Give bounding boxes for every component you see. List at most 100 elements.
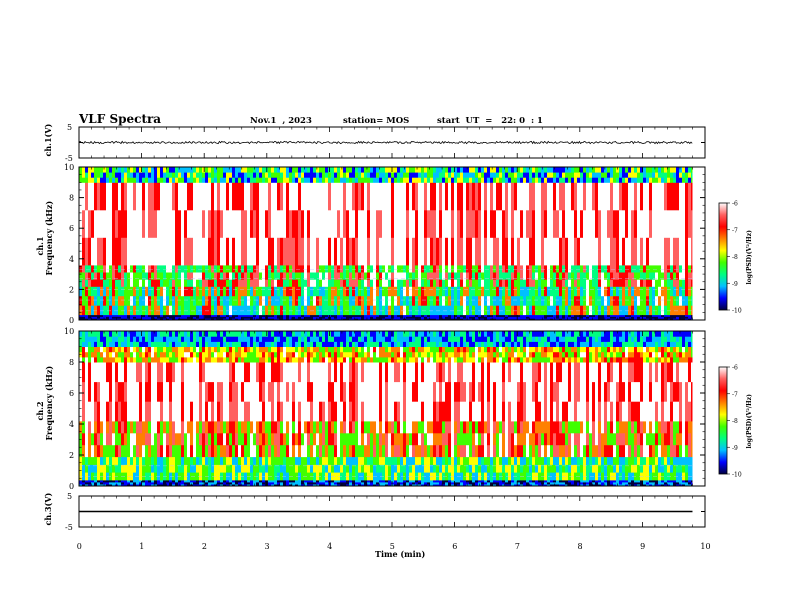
spectrogram-cell bbox=[658, 314, 661, 317]
spectrogram-cell bbox=[115, 444, 118, 458]
spectrogram-cell bbox=[277, 356, 280, 363]
spectrogram-cell bbox=[442, 279, 445, 287]
spectrogram-cell bbox=[115, 264, 118, 273]
spectrogram-cell bbox=[475, 305, 478, 316]
spectrogram-cell bbox=[409, 286, 412, 297]
spectrogram-cell bbox=[283, 346, 286, 353]
spectrogram-cell bbox=[565, 177, 568, 183]
spectrogram-cell bbox=[499, 295, 502, 306]
spectrogram-cell bbox=[172, 237, 175, 266]
spectrogram-cell bbox=[331, 237, 334, 266]
spectrogram-cell bbox=[334, 264, 337, 273]
spectrogram-cell bbox=[283, 182, 286, 211]
spectrogram-cell bbox=[289, 336, 292, 342]
spectrogram-cell bbox=[130, 316, 133, 319]
spectrogram-cell bbox=[301, 483, 304, 487]
spectrogram-cell bbox=[133, 264, 136, 273]
spectrogram-cell bbox=[184, 472, 187, 481]
spectrogram-cell bbox=[217, 483, 220, 487]
spectrogram-cell bbox=[163, 341, 166, 347]
spectrogram-cell bbox=[415, 286, 418, 297]
spectrogram-cell bbox=[82, 336, 85, 342]
spectrogram-cell bbox=[145, 456, 148, 465]
spectrogram-cell bbox=[274, 167, 277, 173]
spectrogram-cell bbox=[319, 167, 322, 173]
spectrogram-cell bbox=[604, 286, 607, 297]
spectrogram-cell bbox=[169, 264, 172, 273]
spectrogram-cell bbox=[343, 362, 346, 383]
spectrogram-cell bbox=[421, 172, 424, 178]
spectrogram-cell bbox=[580, 167, 583, 173]
spectrogram-cell bbox=[256, 483, 259, 487]
spectrogram-cell bbox=[337, 420, 340, 434]
spectrogram-cell bbox=[394, 279, 397, 287]
spectrogram-cell bbox=[94, 464, 97, 473]
spectrogram-cell bbox=[235, 172, 238, 178]
spectrogram-cell bbox=[328, 464, 331, 473]
spectrogram-cell bbox=[310, 264, 313, 273]
spectrogram-cell bbox=[187, 479, 190, 483]
spectrogram-cell bbox=[217, 237, 220, 266]
spectrogram-cell bbox=[436, 167, 439, 173]
spectrogram-cell bbox=[241, 381, 244, 402]
spectrogram-cell bbox=[565, 318, 568, 321]
spectrogram-cell bbox=[268, 264, 271, 273]
spectrogram-cell bbox=[166, 432, 169, 446]
spectrogram-cell bbox=[412, 167, 415, 173]
spectrogram-cell bbox=[187, 172, 190, 178]
spectrogram-cell bbox=[166, 305, 169, 316]
spectrogram-cell bbox=[559, 272, 562, 280]
spectrogram-cell bbox=[238, 483, 241, 487]
spectrogram-cell bbox=[199, 481, 202, 485]
spectrogram-cell bbox=[451, 272, 454, 280]
spectrogram-cell bbox=[448, 279, 451, 287]
spectrogram-cell bbox=[124, 316, 127, 319]
spectrogram-cell bbox=[517, 316, 520, 319]
spectrogram-cell bbox=[295, 331, 298, 337]
spectrogram-cell bbox=[88, 336, 91, 342]
spectrogram-cell bbox=[184, 209, 187, 238]
spectrogram-cell bbox=[109, 177, 112, 183]
spectrogram-cell bbox=[124, 314, 127, 317]
spectrogram-cell bbox=[424, 272, 427, 280]
spectrogram-cell bbox=[115, 295, 118, 306]
spectrogram-cell bbox=[346, 481, 349, 485]
spectrogram-cell bbox=[427, 177, 430, 183]
spectrogram-cell bbox=[106, 237, 109, 266]
spectrogram-cell bbox=[136, 351, 139, 358]
spectrogram-cell bbox=[325, 432, 328, 446]
spectrogram-cell bbox=[493, 172, 496, 178]
spectrogram-cell bbox=[373, 318, 376, 321]
spectrogram-cell bbox=[682, 177, 685, 183]
spectrogram-cell bbox=[178, 479, 181, 483]
spectrogram-cell bbox=[196, 331, 199, 337]
spectrogram-cell bbox=[106, 456, 109, 465]
spectrogram-cell bbox=[349, 472, 352, 481]
spectrogram-cell bbox=[334, 420, 337, 434]
spectrogram-cell bbox=[97, 295, 100, 306]
spectrogram-cell bbox=[400, 318, 403, 321]
spectrogram-cell bbox=[142, 272, 145, 280]
spectrogram-cell bbox=[316, 362, 319, 383]
spectrogram-cell bbox=[208, 172, 211, 178]
spectrogram-cell bbox=[640, 286, 643, 297]
spectrogram-cell bbox=[529, 177, 532, 183]
spectrogram-cell bbox=[619, 279, 622, 287]
spectrogram-cell bbox=[271, 483, 274, 487]
spectrogram-cell bbox=[391, 172, 394, 178]
spectrogram-cell bbox=[583, 172, 586, 178]
spectrogram-cell bbox=[151, 346, 154, 353]
spectrogram-cell bbox=[139, 295, 142, 306]
spectrogram-cell bbox=[454, 316, 457, 319]
spectrogram-cell bbox=[499, 167, 502, 173]
spectrogram-cell bbox=[307, 346, 310, 353]
spectrogram-cell bbox=[418, 279, 421, 287]
spectrogram-cell bbox=[247, 420, 250, 434]
spectrogram-cell bbox=[163, 456, 166, 465]
spectrogram-cell bbox=[139, 264, 142, 273]
spectrogram-cell bbox=[484, 237, 487, 266]
spectrogram-cell bbox=[304, 356, 307, 363]
spectrogram-cell bbox=[256, 472, 259, 481]
spectrogram-cell bbox=[223, 295, 226, 306]
spectrogram-cell bbox=[664, 182, 667, 211]
